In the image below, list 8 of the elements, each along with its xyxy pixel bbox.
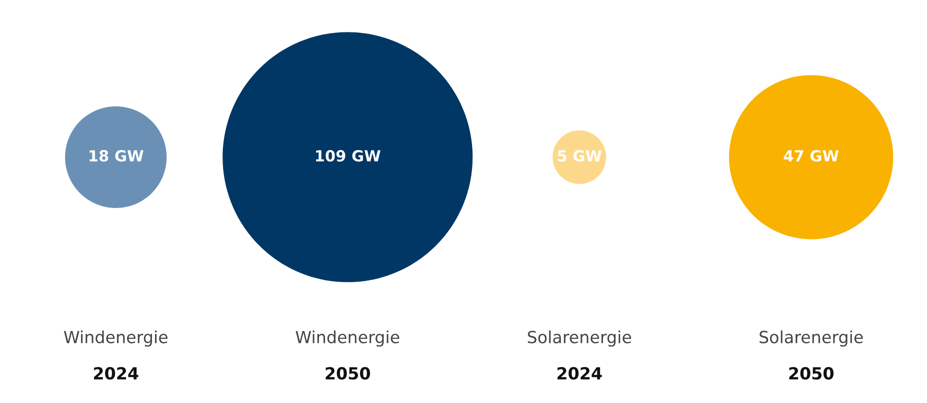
data-label: 109 GW <box>316 150 380 162</box>
category-label: Windenergie 2050 <box>296 330 400 380</box>
category-label: Windenergie 2024 <box>64 330 168 380</box>
category-label: Solarenergie 2024 <box>528 330 632 380</box>
data-label: 18 GW <box>90 150 144 162</box>
data-label: 5 GW <box>558 150 602 162</box>
data-label: 47 GW <box>784 150 839 162</box>
category-label: Solarenergie 2050 <box>760 330 863 380</box>
